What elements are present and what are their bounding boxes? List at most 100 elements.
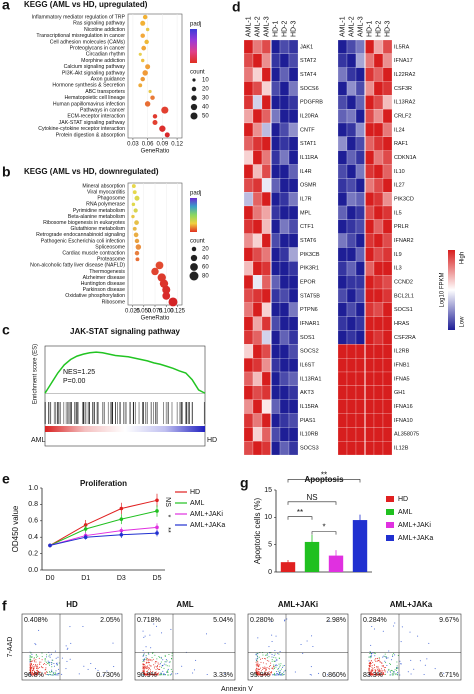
event-dot (392, 671, 394, 673)
event-dot (143, 653, 145, 655)
event-dot (396, 661, 398, 663)
annotation: P=0.00 (63, 378, 85, 385)
event-dot (33, 672, 35, 674)
gene-label: IFNA10 (394, 418, 413, 424)
event-dot (374, 655, 376, 657)
heatmap-cell (346, 81, 357, 96)
event-dot (148, 667, 150, 669)
event-dot (383, 674, 385, 676)
event-dot (57, 668, 59, 670)
heatmap-cell (252, 316, 263, 331)
event-dot (371, 670, 373, 672)
event-dot (280, 663, 282, 665)
event-dot (374, 659, 376, 661)
event-dot (371, 673, 373, 675)
event-dot (395, 673, 397, 675)
heatmap-cell (337, 427, 348, 442)
event-dot (150, 665, 152, 667)
event-dot (281, 673, 283, 675)
gene-label: BCL2L1 (394, 293, 414, 299)
event-dot (428, 642, 430, 644)
event-dot (49, 656, 51, 658)
term-label: Retrograde endocannabinoid signaling (36, 232, 125, 238)
heatmap-cell (382, 358, 393, 373)
heatmap-cell (279, 150, 290, 165)
heatmap-cell (261, 136, 272, 151)
event-dot (384, 660, 386, 662)
heatmap-cell (288, 302, 299, 317)
dot (133, 208, 138, 213)
event-dot (368, 662, 370, 664)
event-dot (258, 665, 260, 667)
event-dot (142, 673, 144, 675)
heatmap-cell (337, 192, 348, 207)
heatmap-cell (337, 39, 348, 54)
event-dot (164, 674, 166, 676)
event-dot (33, 659, 35, 661)
heatmap-cell (270, 358, 281, 373)
event-dot (157, 673, 159, 675)
plot-title: AML+JAKi (278, 600, 318, 609)
heatmap-cell (346, 95, 357, 110)
plot-title: HD (66, 600, 78, 609)
event-dot (278, 666, 280, 668)
heatmap-cell (243, 136, 254, 151)
event-dot (283, 620, 285, 622)
heatmap-cell (373, 344, 384, 359)
event-dot (256, 674, 258, 676)
event-dot (259, 667, 261, 669)
gene-label: PTPN6 (300, 307, 318, 313)
event-dot (407, 671, 409, 673)
event-dot (259, 672, 261, 674)
event-dot (378, 673, 380, 675)
gene-label: IL20RA (300, 114, 319, 120)
term-label: Morphine addiction (81, 58, 125, 64)
event-dot (270, 674, 272, 676)
heatmap-cell (279, 371, 290, 386)
heatmap-cell (288, 288, 299, 303)
event-dot (44, 657, 46, 659)
column-label: HD-3 (290, 21, 297, 37)
event-dot (160, 661, 162, 663)
event-dot (144, 669, 146, 671)
gene-label: IFNAR1 (300, 321, 320, 327)
heatmap-cell (355, 205, 366, 220)
event-dot (264, 658, 266, 660)
plot-frame (127, 13, 183, 139)
event-dot (275, 666, 277, 668)
event-dot (206, 633, 208, 635)
event-dot (58, 662, 60, 664)
heatmap-cell (382, 219, 393, 234)
event-dot (148, 658, 150, 660)
event-dot (396, 667, 398, 669)
heatmap-cell (346, 413, 357, 428)
event-dot (143, 664, 145, 666)
event-dot (270, 662, 272, 664)
dot (161, 106, 169, 114)
event-dot (284, 619, 286, 621)
event-dot (46, 656, 48, 658)
heatmap-cell (288, 358, 299, 373)
heatmap-cell (252, 413, 263, 428)
heatmap-cell (252, 427, 263, 442)
column-label: HD-2 (281, 21, 288, 37)
event-dot (142, 664, 144, 666)
event-dot (31, 670, 33, 672)
event-dot (273, 667, 275, 669)
heatmap-cell (382, 192, 393, 207)
event-dot (277, 670, 279, 672)
heatmap-cell (288, 219, 299, 234)
event-dot (30, 669, 32, 671)
term-label: Hormone synthesis & Secretion (52, 83, 125, 89)
event-dot (258, 674, 260, 676)
heatmap-cell (288, 399, 299, 414)
event-dot (144, 672, 146, 674)
panel-letter: a (2, 0, 10, 13)
heatmap-cell (337, 358, 348, 373)
es-curve (44, 351, 206, 394)
heatmap-cell (270, 205, 281, 220)
heatmap-cell (243, 219, 254, 234)
event-dot (45, 664, 47, 666)
event-dot (61, 657, 63, 659)
heatmap-cell (337, 247, 348, 262)
